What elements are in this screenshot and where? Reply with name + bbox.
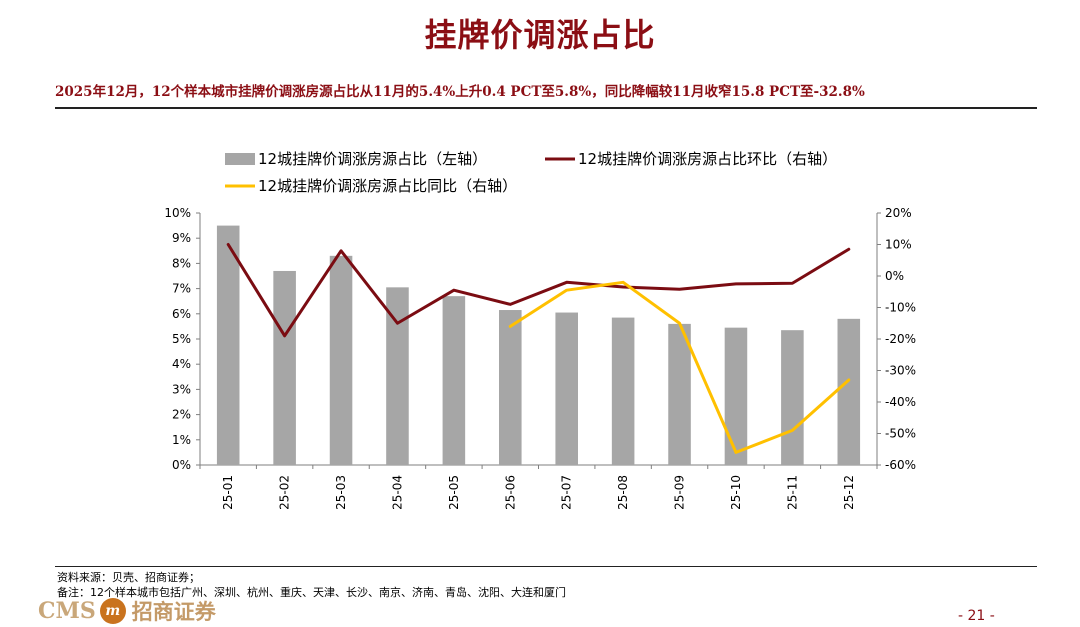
- page-title: 挂牌价调涨占比: [424, 16, 656, 54]
- logo-cn: 招商证券: [131, 599, 216, 624]
- x-tick-label: 25-08: [616, 475, 630, 510]
- page-number: - 21 -: [958, 608, 995, 624]
- bar: [555, 312, 578, 465]
- mom-line: [226, 243, 851, 338]
- company-logo: CMS m 招商证券: [38, 596, 216, 626]
- y-right-tick-label: 10%: [885, 238, 912, 252]
- legend-label-yoy: 12城挂牌价调涨房源占比同比（右轴）: [258, 177, 517, 195]
- y-right-tick-label: -10%: [885, 301, 916, 315]
- y-left-tick-label: 6%: [172, 307, 191, 321]
- legend-label-bar: 12城挂牌价调涨房源占比（左轴）: [258, 150, 487, 168]
- x-tick-label: 25-10: [729, 475, 743, 510]
- footer-divider: [55, 566, 1037, 567]
- logo-en: CMS: [38, 598, 96, 624]
- chart: 12城挂牌价调涨房源占比（左轴） 12城挂牌价调涨房源占比环比（右轴） 12城挂…: [164, 150, 916, 510]
- bar: [499, 310, 522, 465]
- y-right-tick-label: -50%: [885, 427, 916, 441]
- y-right-tick-label: 0%: [885, 269, 904, 283]
- y-left-tick-label: 3%: [172, 382, 191, 396]
- y-left-tick-label: 7%: [172, 282, 191, 296]
- yoy-line: [508, 280, 851, 454]
- y-left-tick-label: 5%: [172, 332, 191, 346]
- x-tick-label: 25-04: [390, 475, 404, 510]
- bar: [442, 296, 466, 465]
- logo-coin-icon: m: [99, 598, 126, 624]
- x-tick-label: 25-07: [560, 475, 574, 510]
- x-tick-label: 25-12: [842, 475, 856, 510]
- x-tick-label: 25-02: [278, 475, 292, 510]
- chart-axes: 0% 1% 2% 3% 4% 5% 6% 7% 8% 9% 10% -60% -50% -40% -30% -…: [164, 206, 916, 510]
- bar: [386, 287, 409, 465]
- x-tick-label: 25-09: [673, 475, 687, 510]
- bar: [611, 317, 635, 465]
- x-tick-label: 25-05: [447, 475, 461, 510]
- y-right-tick-label: 20%: [885, 206, 912, 220]
- x-tick-label: 25-01: [221, 475, 235, 510]
- legend-label-mom: 12城挂牌价调涨房源占比环比（右轴）: [578, 150, 837, 168]
- y-left-tick-label: 0%: [172, 458, 191, 472]
- y-left-tick-label: 4%: [172, 357, 191, 371]
- header-divider: [55, 107, 1037, 109]
- y-right-tick-label: -40%: [885, 395, 916, 409]
- bar: [329, 255, 353, 465]
- x-tick-label: 25-11: [785, 475, 799, 510]
- bar: [273, 270, 296, 465]
- bar: [837, 318, 861, 465]
- x-tick-label: 25-03: [334, 475, 348, 510]
- x-tick-label: 25-06: [503, 475, 517, 510]
- bar: [216, 225, 240, 465]
- chart-legend: 12城挂牌价调涨房源占比（左轴） 12城挂牌价调涨房源占比环比（右轴） 12城挂…: [225, 150, 837, 195]
- y-left-tick-label: 8%: [172, 256, 191, 270]
- bar: [668, 323, 691, 465]
- legend-swatch-bar: [225, 153, 255, 165]
- y-right-tick-label: -20%: [885, 332, 916, 346]
- source-note: 资料来源：贝壳、招商证券；: [57, 571, 200, 584]
- y-right-tick-label: -30%: [885, 364, 916, 378]
- y-left-tick-label: 9%: [172, 231, 191, 245]
- y-left-tick-label: 1%: [172, 433, 191, 447]
- line-series: [226, 243, 851, 454]
- remark-note: 备注：12个样本城市包括广州、深圳、杭州、重庆、天津、长沙、南京、济南、青岛、沈…: [57, 586, 566, 599]
- bar: [781, 330, 804, 465]
- bar-series: [216, 225, 861, 465]
- bar: [724, 327, 748, 465]
- y-left-tick-label: 2%: [172, 408, 191, 422]
- y-right-tick-label: -60%: [885, 458, 916, 472]
- page-subtitle: 2025年12月，12个样本城市挂牌价调涨房源占比从11月的5.4%上升0.4 …: [55, 84, 865, 100]
- y-left-tick-label: 10%: [164, 206, 191, 220]
